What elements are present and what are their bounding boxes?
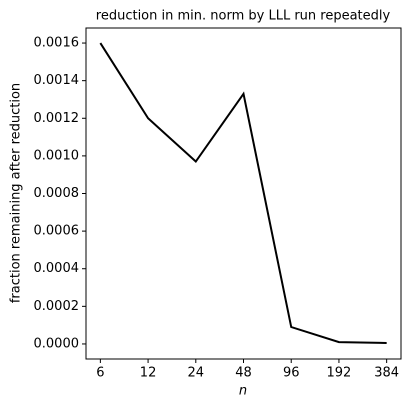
x-tick-label: 48 <box>235 366 252 381</box>
y-tick-label: 0.0008 <box>34 186 80 201</box>
y-axis-label: fraction remaining after reduction <box>9 83 24 303</box>
x-tick-label: 96 <box>283 366 300 381</box>
x-tick-label: 12 <box>140 366 157 381</box>
line <box>99 42 387 345</box>
x-tick-label: 6 <box>96 366 104 381</box>
y-tick-label: 0.0002 <box>34 299 80 314</box>
axes-frame <box>85 27 402 360</box>
x-axis-label: n <box>239 384 247 399</box>
chart-title: reduction in min. norm by LLL run repeat… <box>96 9 391 24</box>
y-tick-label: 0.0000 <box>34 336 80 351</box>
y-tick-label: 0.0006 <box>34 224 80 239</box>
x-tick-label: 24 <box>188 366 205 381</box>
y-tick-label: 0.0010 <box>34 148 80 163</box>
y-tick-label: 0.0014 <box>34 73 80 88</box>
x-tick-label: 192 <box>327 366 352 381</box>
y-tick-label: 0.0004 <box>34 261 80 276</box>
y-tick-label: 0.0016 <box>34 36 80 51</box>
y-tick-label: 0.0012 <box>34 111 80 126</box>
x-tick-label: 384 <box>374 366 399 381</box>
